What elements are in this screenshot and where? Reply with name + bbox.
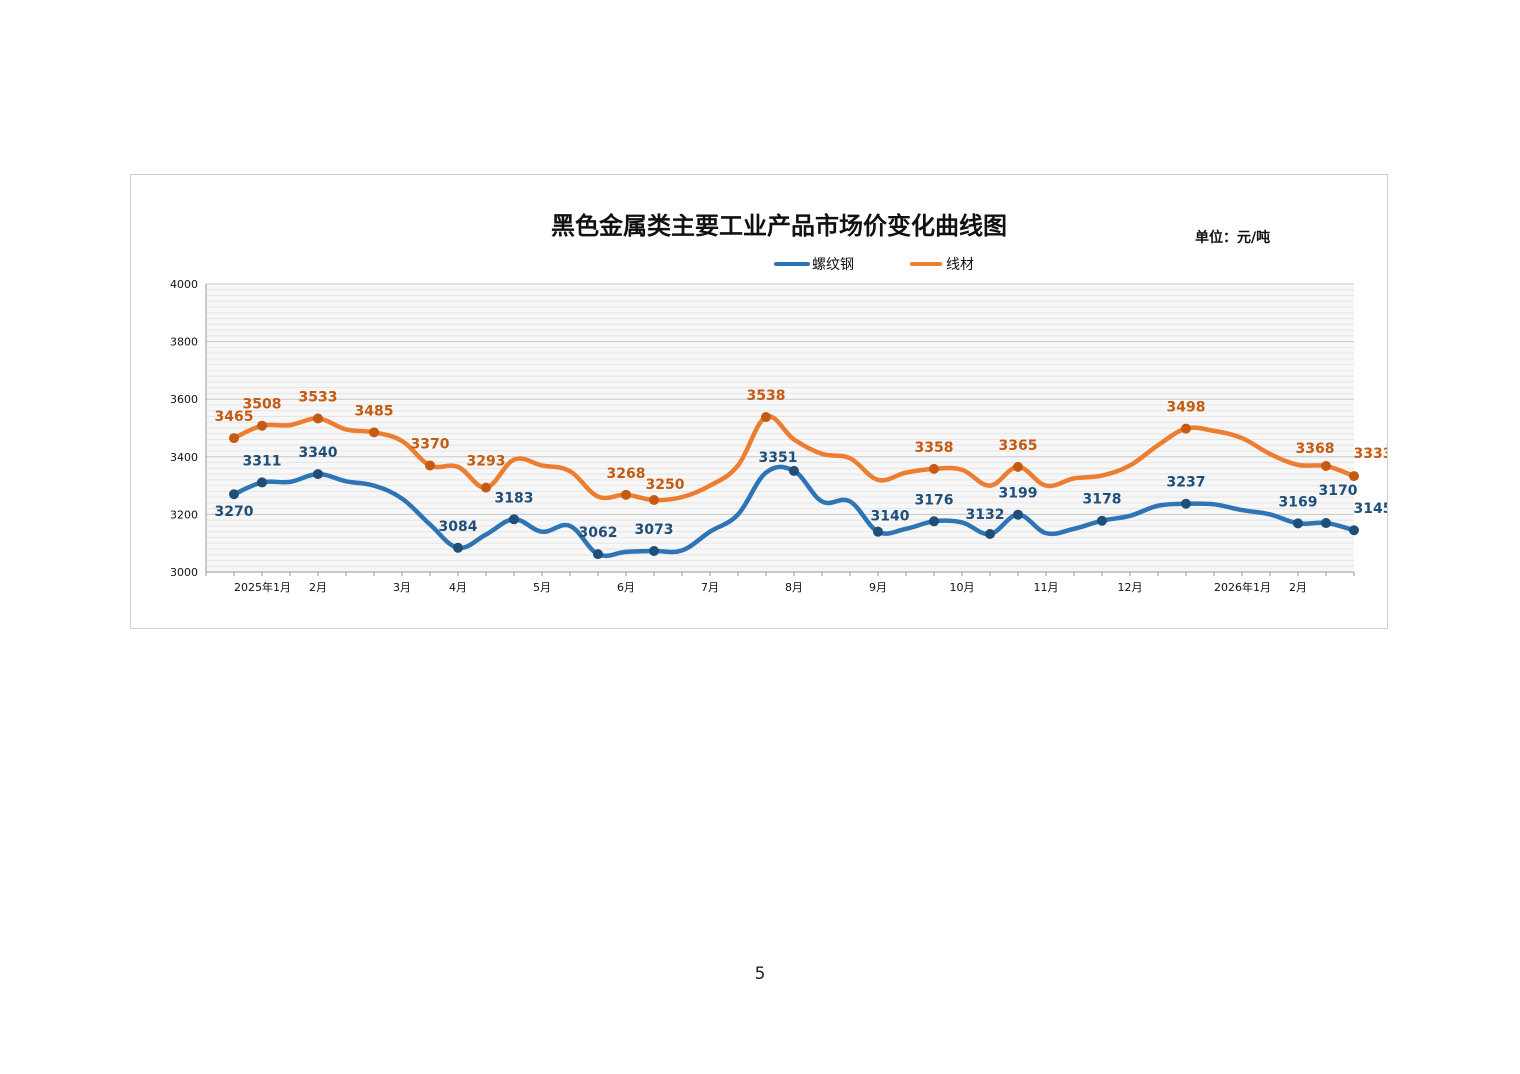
point-marker-wire xyxy=(761,412,771,423)
x-tick-label: 9月 xyxy=(869,581,887,594)
data-label-wire: 3498 xyxy=(1167,400,1206,416)
data-label-rebar: 3084 xyxy=(439,519,478,535)
data-label-rebar: 3340 xyxy=(299,445,338,461)
y-tick-label: 4000 xyxy=(170,278,198,291)
point-marker-wire xyxy=(1321,461,1331,472)
data-label-rebar: 3176 xyxy=(915,492,954,508)
data-label-wire: 3365 xyxy=(999,438,1038,454)
data-label-rebar: 3237 xyxy=(1167,475,1206,491)
data-label-wire: 3465 xyxy=(215,409,254,425)
grid xyxy=(206,283,1354,573)
point-marker-wire xyxy=(257,420,267,431)
x-tick-label: 7月 xyxy=(701,581,719,594)
axes: 3000 3200 3400 3600 3800 4000 2025年1月 2月 3月 4月 5月 6… xyxy=(170,278,1355,594)
data-label-rebar: 3199 xyxy=(999,486,1038,502)
data-label-rebar: 3178 xyxy=(1083,492,1122,508)
point-marker-rebar xyxy=(789,465,799,476)
point-marker-rebar xyxy=(1181,498,1191,509)
data-label-rebar: 3270 xyxy=(215,504,254,520)
x-tick-label: 10月 xyxy=(950,581,975,594)
point-marker-rebar xyxy=(985,528,995,539)
x-tick-label: 2026年1月 xyxy=(1214,580,1271,594)
y-tick-label: 3200 xyxy=(170,508,198,521)
y-tick-label: 3000 xyxy=(170,566,198,579)
x-tick-label: 5月 xyxy=(533,581,551,594)
chart-frame: 黑色金属类主要工业产品市场价变化曲线图 单位：元/吨 螺纹钢 线材 3000 32… xyxy=(130,174,1388,629)
x-tick-label: 12月 xyxy=(1118,581,1143,594)
data-label-rebar: 3351 xyxy=(759,450,798,466)
chart-svg: 黑色金属类主要工业产品市场价变化曲线图 单位：元/吨 螺纹钢 线材 3000 32… xyxy=(170,212,1387,594)
data-label-wire: 3538 xyxy=(747,388,786,404)
point-marker-rebar xyxy=(649,545,659,556)
x-tick-label: 2月 xyxy=(1289,581,1307,594)
x-tick-label: 2月 xyxy=(309,581,327,594)
point-marker-rebar xyxy=(593,549,603,560)
x-tick-label: 4月 xyxy=(449,581,467,594)
point-marker-rebar xyxy=(257,477,267,488)
point-marker-rebar xyxy=(453,542,463,553)
x-tick-label: 6月 xyxy=(617,581,635,594)
legend: 螺纹钢 线材 xyxy=(774,257,974,273)
point-marker-rebar xyxy=(1293,518,1303,529)
point-marker-rebar xyxy=(1097,515,1107,526)
data-label-rebar: 3145 xyxy=(1354,501,1387,517)
data-label-rebar: 3140 xyxy=(871,509,910,525)
data-label-wire: 3485 xyxy=(355,403,394,419)
point-marker-wire xyxy=(649,495,659,505)
data-label-rebar: 3132 xyxy=(966,507,1005,523)
point-marker-wire xyxy=(229,433,239,444)
data-label-wire: 3508 xyxy=(243,397,282,413)
point-marker-wire xyxy=(313,413,323,424)
data-label-wire: 3293 xyxy=(467,454,506,470)
y-tick-label: 3400 xyxy=(170,451,198,464)
point-marker-wire xyxy=(1013,461,1023,472)
chart-title: 黑色金属类主要工业产品市场价变化曲线图 xyxy=(551,212,1007,240)
data-label-rebar: 3169 xyxy=(1279,494,1318,510)
data-label-rebar: 3062 xyxy=(579,525,618,541)
point-marker-rebar xyxy=(229,489,239,500)
point-marker-rebar xyxy=(313,469,323,480)
data-label-rebar: 3183 xyxy=(495,490,534,506)
point-marker-rebar xyxy=(1321,518,1331,529)
y-tick-label: 3600 xyxy=(170,393,198,406)
page-number: 5 xyxy=(754,964,766,984)
x-tick-label: 2025年1月 xyxy=(234,580,291,594)
y-tick-label: 3800 xyxy=(170,336,198,349)
x-tick-label: 3月 xyxy=(393,581,411,594)
point-marker-wire xyxy=(425,460,435,471)
point-marker-rebar xyxy=(873,526,883,537)
point-marker-wire xyxy=(481,482,491,493)
data-label-wire: 3370 xyxy=(411,436,450,452)
data-label-wire: 3333 xyxy=(1354,446,1387,462)
point-marker-wire xyxy=(369,427,379,438)
point-marker-rebar xyxy=(1349,525,1359,536)
point-marker-wire xyxy=(1181,423,1191,434)
point-marker-rebar xyxy=(509,514,519,525)
markers xyxy=(229,412,1359,560)
point-marker-rebar xyxy=(929,516,939,527)
data-label-wire: 3533 xyxy=(299,389,338,405)
legend-label-rebar: 螺纹钢 xyxy=(812,257,854,273)
data-label-wire: 3250 xyxy=(646,477,685,493)
point-marker-wire xyxy=(621,489,631,500)
x-tick-label: 11月 xyxy=(1034,581,1059,594)
series-line-wire xyxy=(231,414,1357,503)
data-label-rebar: 3311 xyxy=(243,453,282,469)
x-tick-label: 8月 xyxy=(785,581,803,594)
point-marker-wire xyxy=(929,463,939,474)
legend-label-wire: 线材 xyxy=(946,257,974,273)
point-marker-rebar xyxy=(1013,509,1023,520)
data-label-rebar: 3073 xyxy=(635,522,674,538)
data-label-wire: 3268 xyxy=(607,466,646,482)
unit-label: 单位：元/吨 xyxy=(1195,229,1270,246)
data-label-wire: 3368 xyxy=(1296,441,1335,457)
data-label-wire: 3358 xyxy=(915,440,954,456)
point-marker-wire xyxy=(1349,471,1359,482)
data-labels: 3270 3311 3340 3084 3183 3062 3073 3351 3140 3176… xyxy=(215,388,1387,541)
data-label-rebar: 3170 xyxy=(1319,483,1358,499)
